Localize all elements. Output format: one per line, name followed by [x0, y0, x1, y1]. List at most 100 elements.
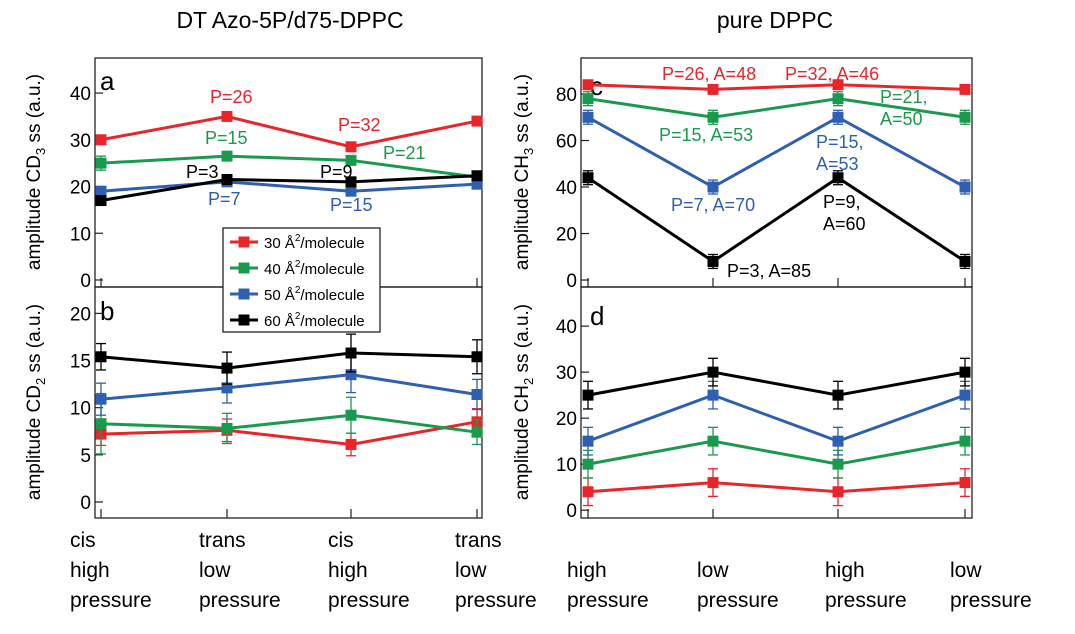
y-tick-label: 10	[70, 399, 91, 420]
y-tick-label: 0	[80, 493, 91, 514]
y-tick-label: 40	[70, 84, 91, 105]
data-point	[345, 185, 357, 197]
panel-b: b 0 5 10 15 20 amplitude CD2 ss (a.u.) cis high p…	[24, 286, 537, 612]
data-annotation: P=32, A=46	[785, 64, 879, 84]
data-annotation: P=21	[383, 143, 426, 163]
x-tick-label: pressure	[328, 589, 410, 612]
x-tick-label: pressure	[199, 589, 281, 612]
data-point	[345, 369, 357, 381]
data-point	[832, 79, 844, 91]
data-annotation: P=15,	[816, 132, 864, 152]
data-point	[707, 111, 719, 123]
data-annotation: P=9	[320, 162, 353, 182]
x-tick-label: cis	[328, 529, 354, 552]
data-point	[471, 388, 483, 400]
y-axis-label: amplitude CD2 ss (a.u.)	[24, 304, 48, 500]
data-point	[959, 366, 971, 378]
legend-marker	[238, 262, 250, 274]
data-point	[582, 435, 594, 447]
data-point	[95, 185, 107, 197]
data-point	[959, 83, 971, 95]
series-60	[95, 170, 483, 207]
series-50	[582, 109, 971, 195]
data-point	[221, 110, 233, 122]
data-point	[582, 458, 594, 470]
series-line	[100, 351, 478, 370]
y-axis-label: amplitude CH2 ss (a.u.)	[512, 304, 536, 500]
series-30	[95, 110, 483, 153]
data-point	[345, 409, 357, 421]
y-axis-label: amplitude CH3 ss (a.u.)	[512, 74, 536, 270]
data-annotation: P=15	[330, 195, 373, 215]
series-line	[100, 154, 478, 179]
data-point	[832, 435, 844, 447]
data-point	[707, 389, 719, 401]
data-point	[95, 351, 107, 363]
x-tick-label: low	[455, 559, 487, 582]
data-point	[959, 255, 971, 267]
x-tick-label: pressure	[70, 589, 152, 612]
y-tick-label: 0	[80, 271, 91, 292]
legend-marker	[238, 288, 250, 300]
series-line	[587, 83, 966, 91]
data-point	[832, 458, 844, 470]
data-point	[345, 176, 357, 188]
x-tick-label: pressure	[567, 589, 649, 612]
legend: 30 Å2/molecule 40 Å2/molecule 50 Å2/molecu…	[222, 227, 381, 333]
series-line	[587, 115, 966, 189]
series-60	[582, 170, 971, 270]
panel-letter: b	[100, 296, 114, 326]
series-50	[582, 380, 971, 456]
series-line	[100, 413, 478, 434]
data-point	[707, 366, 719, 378]
data-point	[221, 174, 233, 186]
legend-marker	[238, 236, 250, 248]
y-tick-label: 20	[556, 409, 577, 430]
series-40	[582, 91, 971, 125]
data-point	[221, 362, 233, 374]
series-line	[100, 373, 478, 401]
data-point	[471, 426, 483, 438]
data-point	[95, 418, 107, 430]
y-tick-label: 10	[70, 224, 91, 245]
data-point	[221, 422, 233, 434]
data-point	[832, 172, 844, 184]
data-point	[471, 170, 483, 182]
series-line	[100, 180, 478, 193]
x-tick-label: low	[199, 559, 231, 582]
data-point	[832, 389, 844, 401]
data-annotation: A=60	[823, 214, 866, 234]
y-tick-label: 10	[556, 455, 577, 476]
series-line	[100, 114, 478, 149]
legend-marker	[238, 314, 250, 326]
data-annotation: P=15	[205, 128, 248, 148]
data-point	[471, 115, 483, 127]
data-annotation: P=21,	[880, 87, 928, 107]
data-point	[959, 181, 971, 193]
x-tick-label: trans	[455, 529, 502, 552]
series-line	[587, 439, 966, 466]
data-point	[582, 79, 594, 91]
x-tick-label: high	[567, 559, 607, 582]
y-tick-label: 0	[566, 501, 577, 522]
plot-frame	[580, 286, 973, 519]
y-tick-label: 60	[556, 132, 577, 153]
data-annotation: P=3, A=85	[727, 261, 811, 281]
x-tick-label: high	[328, 559, 368, 582]
data-point	[221, 382, 233, 394]
x-tick-label: low	[950, 559, 982, 582]
data-annotation: P=26, A=48	[662, 64, 756, 84]
data-point	[959, 435, 971, 447]
panel-a: a 0 10 20 30 40 amplitude CD3 ss (a.u.) P=26 P=3…	[24, 57, 483, 292]
data-annotation: P=15, A=53	[659, 125, 753, 145]
data-point	[959, 111, 971, 123]
series-line	[587, 481, 966, 494]
data-annotation: P=32	[338, 115, 381, 135]
x-tick-label: trans	[199, 529, 246, 552]
data-point	[345, 154, 357, 166]
data-point	[221, 150, 233, 162]
data-point	[707, 181, 719, 193]
series-30	[582, 79, 971, 95]
